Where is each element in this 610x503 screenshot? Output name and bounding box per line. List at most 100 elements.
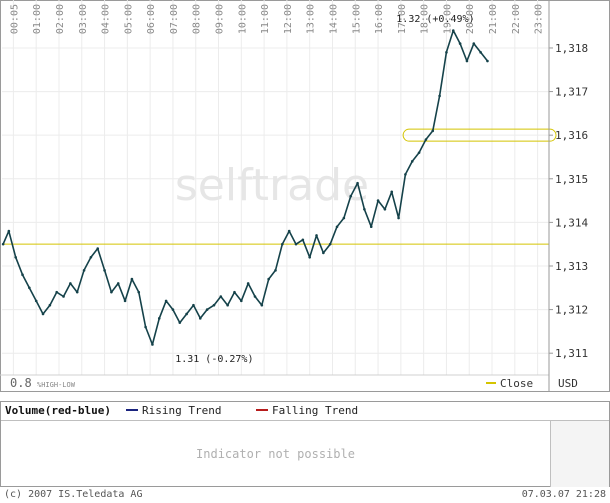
x-tick-label: 06:00 xyxy=(146,4,157,34)
annotations: 1.31 (-0.27%)1.32 (+0.49%)1.3175 (+0.30%… xyxy=(175,14,474,365)
series-line xyxy=(2,29,489,346)
indicator-panel: Volume(red-blue) Rising Trend Falling Tr… xyxy=(0,401,610,487)
price-annotation: 1.32 (+0.49%) xyxy=(396,14,474,25)
range-value: 0.8 xyxy=(10,376,32,390)
series-point xyxy=(308,255,311,259)
series-point xyxy=(157,317,161,320)
price-chart: selftrade 00:05 01:00 02:00 03:00 04:00 05:00… xyxy=(0,0,610,392)
y-tick-label: 1,317 xyxy=(555,86,588,99)
series-point xyxy=(246,282,250,285)
y-axis-ticks: 1,311 1,312 1,313 1,314 1,315 1,316 1,317 1,318 xyxy=(549,42,588,360)
series-point xyxy=(89,255,93,259)
series-point xyxy=(82,269,86,272)
series-point xyxy=(21,273,24,277)
x-tick-label: 13:00 xyxy=(306,4,317,34)
series-point xyxy=(144,325,147,329)
price-annotation: 1.31 (-0.27%) xyxy=(175,354,253,365)
rising-trend-label: Rising Trend xyxy=(142,404,222,417)
series-point xyxy=(130,277,134,281)
series-point xyxy=(451,29,455,32)
falling-trend-legend: Falling Trend xyxy=(256,402,358,420)
series-point xyxy=(41,312,45,316)
series-point xyxy=(390,190,394,194)
indicator-body: Indicator not possible xyxy=(1,421,551,487)
x-tick-label: 14:00 xyxy=(328,4,339,34)
series-point xyxy=(397,216,400,220)
series-point xyxy=(424,138,428,141)
y-tick-label: 1,318 xyxy=(555,42,588,55)
y-tick-label: 1,316 xyxy=(555,129,588,142)
x-tick-label: 11:00 xyxy=(260,4,271,34)
x-tick-label: 02:00 xyxy=(55,4,66,34)
series-point xyxy=(410,160,414,163)
series-point xyxy=(116,282,120,285)
x-tick-label: 23:00 xyxy=(534,4,545,34)
series-point xyxy=(62,295,65,298)
series-point xyxy=(417,151,421,154)
x-tick-label: 15:00 xyxy=(351,4,362,34)
y-tick-label: 1,313 xyxy=(555,260,588,273)
series-point xyxy=(171,308,175,311)
series-point xyxy=(335,225,339,229)
indicator-header: Volume(red-blue) Rising Trend Falling Tr… xyxy=(1,402,609,421)
x-tick-label: 17:00 xyxy=(397,4,408,34)
series-point xyxy=(465,59,469,63)
series-point xyxy=(322,251,325,255)
series-point xyxy=(219,295,223,298)
indicator-title: Volume(red-blue) xyxy=(5,404,111,417)
series-point xyxy=(212,303,216,307)
x-tick-label: 18:00 xyxy=(420,4,431,34)
y-tick-label: 1,311 xyxy=(555,347,588,360)
series-point xyxy=(110,290,113,294)
timestamp: 07.03.07 21:28 xyxy=(521,489,606,500)
series-point xyxy=(14,255,17,259)
x-tick-label: 22:00 xyxy=(511,4,522,34)
series-point xyxy=(445,51,448,54)
x-tick-label: 20:00 xyxy=(465,4,476,34)
series-point xyxy=(404,173,407,176)
x-tick-label: 04:00 xyxy=(101,4,112,34)
series-point xyxy=(233,290,236,294)
price-series xyxy=(1,29,489,346)
series-point xyxy=(479,51,482,54)
series-point xyxy=(34,299,38,303)
x-axis-ticks: 00:05 01:00 02:00 03:00 04:00 05:00 06:00 07:00… xyxy=(9,4,544,34)
series-point xyxy=(301,238,305,242)
series-point xyxy=(253,295,257,298)
x-tick-label: 07:00 xyxy=(169,4,180,34)
rising-trend-swatch xyxy=(126,409,138,411)
series-point xyxy=(472,42,476,45)
series-point xyxy=(192,303,195,307)
series-point xyxy=(328,242,332,246)
x-tick-label: 03:00 xyxy=(78,4,89,34)
series-point xyxy=(376,199,380,202)
series-point xyxy=(383,208,387,211)
series-point xyxy=(55,290,58,294)
series-point xyxy=(205,308,209,311)
series-point xyxy=(1,242,5,246)
falling-trend-label: Falling Trend xyxy=(272,404,359,417)
x-tick-label: 10:00 xyxy=(237,4,248,34)
series-point xyxy=(48,303,52,307)
currency-label: USD xyxy=(558,377,578,390)
series-point xyxy=(7,229,11,233)
x-tick-label: 00:05 xyxy=(9,4,20,34)
series-point xyxy=(260,303,264,307)
series-point xyxy=(458,42,462,45)
series-point xyxy=(431,129,435,133)
series-point xyxy=(281,242,284,246)
x-tick-label: 09:00 xyxy=(215,4,226,34)
series-point xyxy=(342,216,346,220)
series-point xyxy=(69,282,72,285)
series-point xyxy=(96,247,100,250)
series-point xyxy=(185,312,188,316)
series-point xyxy=(274,269,277,272)
y-tick-label: 1,315 xyxy=(555,173,588,186)
x-tick-label: 21:00 xyxy=(488,4,499,34)
series-point xyxy=(369,225,373,229)
series-point xyxy=(287,229,291,233)
rising-trend-legend: Rising Trend xyxy=(126,402,221,420)
series-point xyxy=(226,303,229,307)
x-tick-label: 16:00 xyxy=(374,4,385,34)
series-point xyxy=(103,269,106,272)
